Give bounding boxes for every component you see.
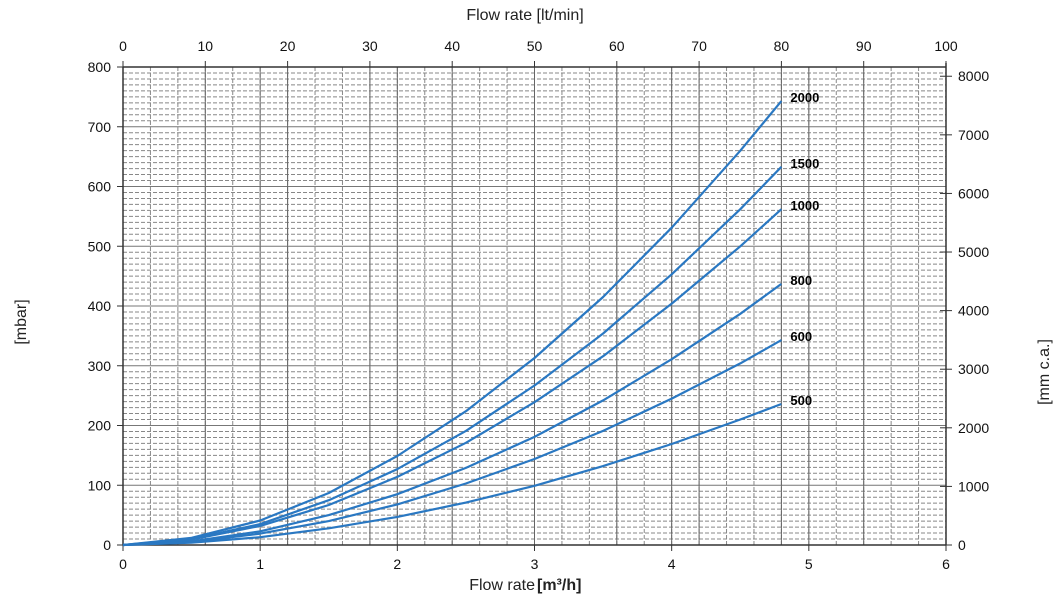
x2-tick-label: 10 — [198, 38, 214, 54]
bottom-axis-label: Flow rate — [469, 577, 535, 594]
series-label-2000: 2000 — [790, 90, 819, 105]
x-tick-label: 0 — [119, 556, 127, 572]
x2-tick-label: 60 — [609, 38, 625, 54]
y2-tick-label: 8000 — [958, 68, 989, 84]
y-tick-label: 800 — [88, 59, 112, 75]
top-axis-label: Flow rate [lt/min] — [466, 7, 583, 24]
series-label-1500: 1500 — [790, 156, 819, 171]
series-line-1000 — [122, 208, 783, 547]
y2-tick-label: 3000 — [958, 361, 989, 377]
series-label-800: 800 — [790, 273, 812, 288]
y-tick-label: 100 — [88, 477, 112, 493]
x-tick-label: 5 — [805, 556, 813, 572]
series-label-1000: 1000 — [790, 198, 819, 213]
series-label-600: 600 — [790, 329, 812, 344]
y2-tick-label: 1000 — [958, 478, 989, 494]
y2-tick-label: 5000 — [958, 244, 989, 260]
series-line-2000 — [122, 100, 783, 547]
x2-tick-label: 70 — [691, 38, 707, 54]
y-tick-label: 500 — [88, 238, 112, 254]
x-tick-label: 2 — [393, 556, 401, 572]
x-tick-label: 6 — [942, 556, 950, 572]
y2-tick-label: 4000 — [958, 303, 989, 319]
x-tick-label: 1 — [256, 556, 264, 572]
y2-tick-label: 6000 — [958, 185, 989, 201]
y-tick-label: 200 — [88, 418, 112, 434]
right-axis-label: [mm c.a.] — [1036, 339, 1053, 405]
x2-tick-label: 50 — [527, 38, 543, 54]
series-line-500 — [122, 402, 782, 547]
left-axis-label: [mbar] — [13, 299, 30, 344]
series-line-1500 — [122, 166, 783, 547]
x2-tick-label: 20 — [280, 38, 296, 54]
y2-tick-label: 2000 — [958, 420, 989, 436]
grid — [123, 67, 946, 545]
y-tick-label: 700 — [88, 119, 112, 135]
axes: 0 1 2 3 4 5 60 10 20 30 40 50 60 70 80 90 10001002003004… — [88, 38, 990, 572]
x2-tick-label: 40 — [444, 38, 460, 54]
y-tick-label: 400 — [88, 298, 112, 314]
x2-tick-label: 90 — [856, 38, 872, 54]
y-tick-label: 600 — [88, 179, 112, 195]
series-line-600 — [122, 339, 782, 547]
series-lines: 2000 1500 1000 800 600 500 — [122, 90, 819, 547]
series-label-500: 500 — [790, 393, 812, 408]
x2-tick-label: 0 — [119, 38, 127, 54]
x2-tick-label: 80 — [774, 38, 790, 54]
bottom-axis-unit: [m³/h] — [537, 577, 581, 594]
x-tick-label: 4 — [668, 556, 676, 572]
y2-tick-label: 7000 — [958, 127, 989, 143]
x-tick-label: 3 — [531, 556, 539, 572]
x2-tick-label: 100 — [934, 38, 958, 54]
series-line-800 — [122, 283, 783, 547]
y2-tick-label: 0 — [958, 537, 966, 553]
y-tick-label: 0 — [103, 537, 111, 553]
y-tick-label: 300 — [88, 358, 112, 374]
x2-tick-label: 30 — [362, 38, 378, 54]
